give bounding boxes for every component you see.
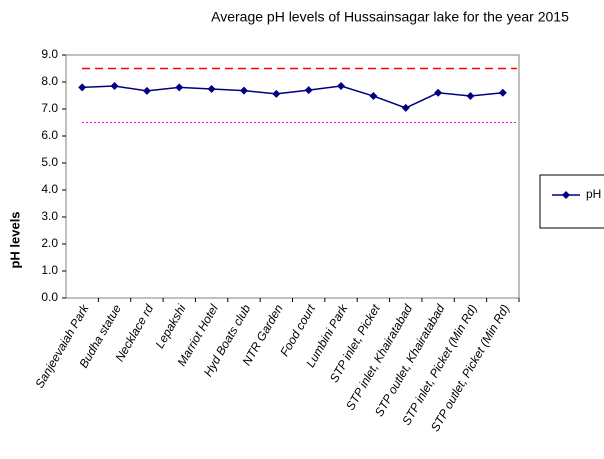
legend-box xyxy=(539,174,604,229)
x-tick-label: Sanjeevaiah Park xyxy=(32,301,92,390)
data-point xyxy=(337,82,346,91)
data-point xyxy=(110,82,119,91)
data-point xyxy=(434,88,443,97)
y-tick-label: 5.0 xyxy=(41,155,58,169)
chart-title: Average pH levels of Hussainsagar lake f… xyxy=(211,9,569,25)
y-tick-label: 2.0 xyxy=(41,236,58,250)
legend-label: pH xyxy=(586,187,601,201)
data-point xyxy=(304,86,313,95)
data-point xyxy=(207,85,216,94)
data-point xyxy=(175,83,184,92)
y-tick-label: 7.0 xyxy=(41,101,58,115)
data-point xyxy=(78,83,87,92)
y-tick-label: 8.0 xyxy=(41,74,58,88)
data-point xyxy=(142,86,151,95)
series-line xyxy=(82,85,503,109)
y-tick-label: 4.0 xyxy=(41,182,58,196)
y-tick-label: 1.0 xyxy=(41,263,58,277)
y-tick-label: 6.0 xyxy=(41,128,58,142)
data-point xyxy=(239,86,248,95)
y-tick-label: 0.0 xyxy=(41,290,58,304)
legend-marker xyxy=(562,191,570,199)
y-axis-label: pH levels xyxy=(7,211,22,268)
y-tick-label: 9.0 xyxy=(41,47,58,61)
data-point xyxy=(369,92,378,101)
data-point xyxy=(498,88,507,97)
y-tick-label: 3.0 xyxy=(41,209,58,223)
x-tick-label: Lepakshi xyxy=(152,302,188,351)
data-point xyxy=(401,103,410,112)
data-point xyxy=(466,92,475,101)
data-point xyxy=(272,89,281,98)
